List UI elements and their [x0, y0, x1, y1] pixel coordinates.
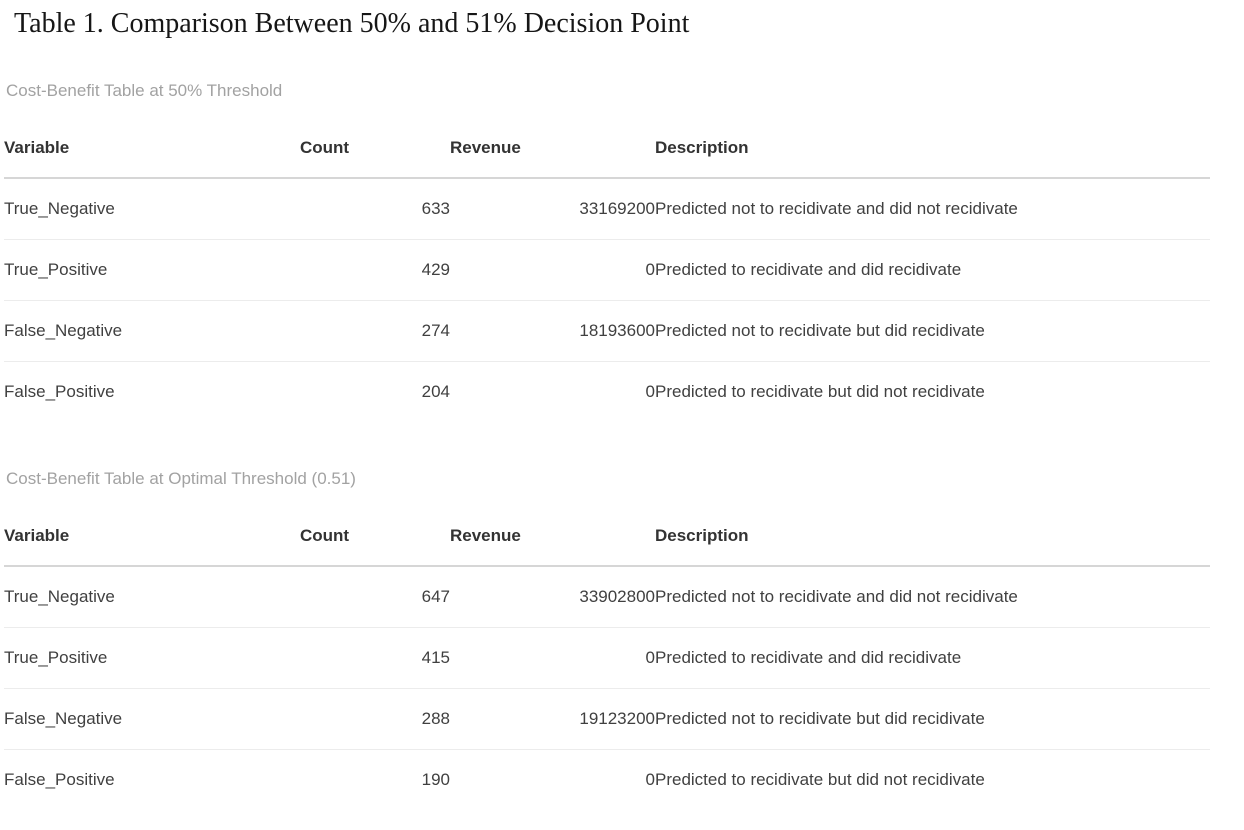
col-header-revenue: Revenue [450, 138, 521, 157]
table-header: Variable Count Revenue Description [4, 503, 1210, 566]
cell-count: 288 [421, 709, 450, 728]
cell-description: Predicted to recidivate and did recidiva… [655, 648, 962, 667]
col-header-variable: Variable [4, 526, 70, 545]
table-row: True_Negative 633 33169200 Predicted not… [4, 178, 1210, 240]
cell-revenue: 19123200 [579, 709, 655, 728]
col-header-description: Description [655, 526, 749, 545]
cost-benefit-table-50: Variable Count Revenue Description True_… [4, 115, 1210, 422]
figure-page: Table 1. Comparison Between 50% and 51% … [0, 6, 1244, 810]
cell-variable: True_Negative [4, 587, 115, 606]
table-row: True_Positive 415 0 Predicted to recidiv… [4, 627, 1210, 689]
col-header-revenue: Revenue [450, 526, 521, 545]
col-header-description: Description [655, 138, 749, 157]
table-row: False_Negative 274 18193600 Predicted no… [4, 300, 1210, 362]
cell-variable: False_Positive [4, 770, 115, 789]
cell-count: 204 [421, 382, 450, 401]
header-row: Variable Count Revenue Description [4, 115, 1210, 178]
cell-count: 274 [421, 321, 450, 340]
cell-count: 190 [421, 770, 450, 789]
header-row: Variable Count Revenue Description [4, 503, 1210, 566]
cell-description: Predicted to recidivate and did recidiva… [655, 260, 962, 279]
cell-count: 633 [421, 199, 450, 218]
cell-revenue: 33169200 [579, 199, 655, 218]
table-row: True_Negative 647 33902800 Predicted not… [4, 566, 1210, 628]
table-row: False_Positive 190 0 Predicted to recidi… [4, 749, 1210, 811]
table-header: Variable Count Revenue Description [4, 115, 1210, 178]
table-row: True_Positive 429 0 Predicted to recidiv… [4, 239, 1210, 301]
cell-variable: False_Positive [4, 382, 115, 401]
cell-variable: True_Positive [4, 260, 108, 279]
cell-count: 647 [421, 587, 450, 606]
col-header-count: Count [300, 526, 350, 545]
cell-revenue: 0 [645, 648, 655, 667]
cell-description: Predicted to recidivate but did not reci… [655, 770, 985, 789]
cell-variable: True_Positive [4, 648, 108, 667]
cell-count: 429 [421, 260, 450, 279]
cost-benefit-table-optimal: Variable Count Revenue Description True_… [4, 503, 1210, 810]
figure-title: Table 1. Comparison Between 50% and 51% … [14, 8, 690, 39]
cell-variable: False_Negative [4, 709, 123, 728]
cell-description: Predicted not to recidivate but did reci… [655, 709, 985, 728]
cell-revenue: 0 [645, 770, 655, 789]
cell-description: Predicted to recidivate but did not reci… [655, 382, 985, 401]
col-header-count: Count [300, 138, 350, 157]
table-caption-optimal-threshold: Cost-Benefit Table at Optimal Threshold … [6, 469, 356, 488]
cell-revenue: 18193600 [579, 321, 655, 340]
table-caption-50-threshold: Cost-Benefit Table at 50% Threshold [6, 81, 283, 100]
cell-revenue: 0 [645, 260, 655, 279]
cell-description: Predicted not to recidivate but did reci… [655, 321, 985, 340]
col-header-variable: Variable [4, 138, 70, 157]
table-row: False_Negative 288 19123200 Predicted no… [4, 688, 1210, 750]
cell-count: 415 [421, 648, 450, 667]
cell-revenue: 0 [645, 382, 655, 401]
table-body: True_Negative 647 33902800 Predicted not… [4, 566, 1210, 810]
cell-variable: False_Negative [4, 321, 123, 340]
cell-description: Predicted not to recidivate and did not … [655, 199, 1018, 218]
cell-variable: True_Negative [4, 199, 115, 218]
table-row: False_Positive 204 0 Predicted to recidi… [4, 361, 1210, 423]
cell-revenue: 33902800 [579, 587, 655, 606]
table-body: True_Negative 633 33169200 Predicted not… [4, 178, 1210, 422]
cell-description: Predicted not to recidivate and did not … [655, 587, 1018, 606]
